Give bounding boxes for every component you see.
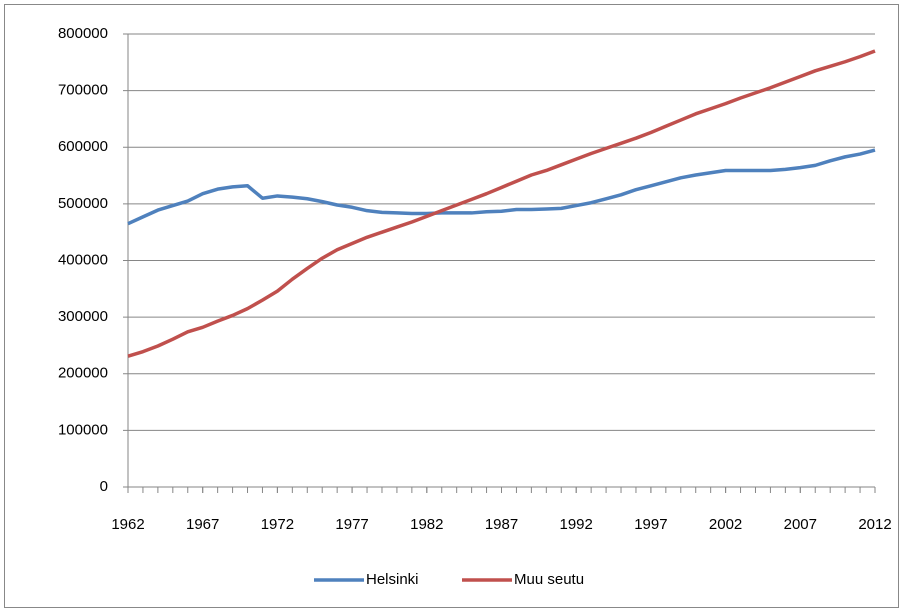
y-tick-label: 200000: [58, 365, 108, 382]
x-tick-label: 1997: [634, 516, 667, 533]
legend-label: Helsinki: [366, 571, 419, 588]
x-tick-label: 2002: [709, 516, 742, 533]
x-tick-label: 1977: [335, 516, 368, 533]
x-tick-label: 2007: [784, 516, 817, 533]
chart-frame: [4, 4, 899, 608]
x-tick-label: 2012: [858, 516, 891, 533]
legend-label: Muu seutu: [514, 571, 584, 588]
x-tick-label: 1987: [485, 516, 518, 533]
x-tick-label: 1982: [410, 516, 443, 533]
y-tick-label: 600000: [58, 138, 108, 155]
x-tick-label: 1967: [186, 516, 219, 533]
y-tick-label: 100000: [58, 421, 108, 438]
y-tick-label: 0: [100, 478, 108, 495]
x-tick-label: 1992: [560, 516, 593, 533]
y-tick-label: 500000: [58, 195, 108, 212]
y-tick-label: 400000: [58, 251, 108, 268]
series-line: [127, 148, 876, 226]
y-tick-label: 800000: [58, 25, 108, 42]
x-tick-label: 1972: [261, 516, 294, 533]
y-tick-label: 700000: [58, 82, 108, 99]
y-tick-label: 300000: [58, 308, 108, 325]
series-line: [127, 49, 876, 358]
x-tick-label: 1962: [111, 516, 144, 533]
